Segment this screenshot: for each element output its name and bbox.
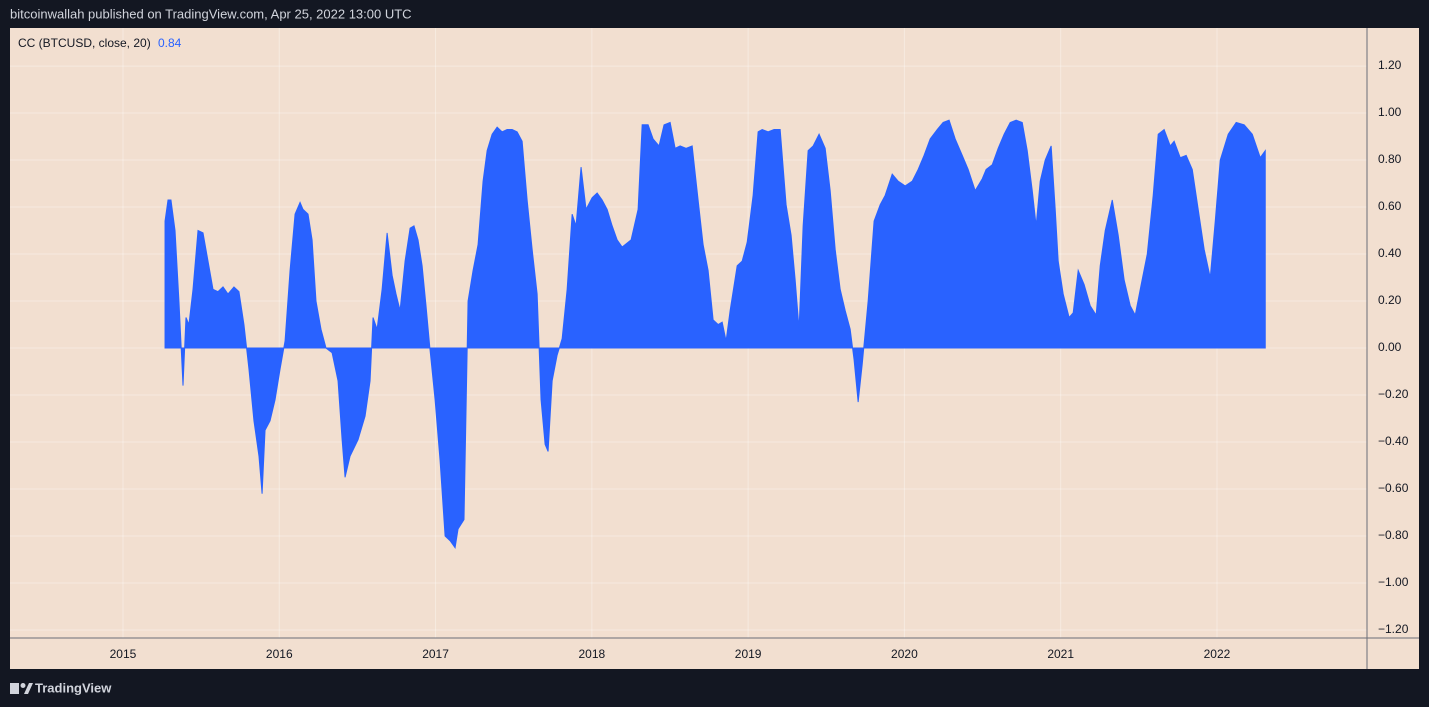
- y-tick-label: 0.80: [1378, 152, 1402, 166]
- x-tick-label: 2021: [1047, 647, 1074, 661]
- x-tick-label: 2017: [422, 647, 449, 661]
- legend-value: 0.84: [158, 36, 182, 50]
- y-tick-label: −0.20: [1378, 387, 1409, 401]
- header-text: bitcoinwallah published on TradingView.c…: [10, 6, 412, 21]
- y-tick-label: 0.00: [1378, 340, 1402, 354]
- x-tick-label: 2018: [578, 647, 605, 661]
- x-tick-label: 2015: [110, 647, 137, 661]
- area: [164, 119, 1266, 550]
- y-tick-label: −0.80: [1378, 528, 1409, 542]
- y-tick-label: −0.60: [1378, 481, 1409, 495]
- legend-label: CC (BTCUSD, close, 20): [18, 36, 151, 50]
- y-tick-label: 0.40: [1378, 246, 1402, 260]
- x-tick-label: 2022: [1204, 647, 1231, 661]
- y-tick-label: −1.20: [1378, 622, 1409, 636]
- y-tick-label: −1.00: [1378, 575, 1409, 589]
- y-tick-label: 0.20: [1378, 293, 1402, 307]
- brand-name: TradingView: [35, 680, 112, 695]
- x-tick-label: 2016: [266, 647, 293, 661]
- y-tick-label: −0.40: [1378, 434, 1409, 448]
- x-tick-label: 2020: [891, 647, 918, 661]
- x-tick-label: 2019: [735, 647, 762, 661]
- brand-logo: [10, 683, 33, 694]
- y-tick-label: 1.00: [1378, 105, 1402, 119]
- y-tick-label: 1.20: [1378, 58, 1402, 72]
- y-tick-label: 0.60: [1378, 199, 1402, 213]
